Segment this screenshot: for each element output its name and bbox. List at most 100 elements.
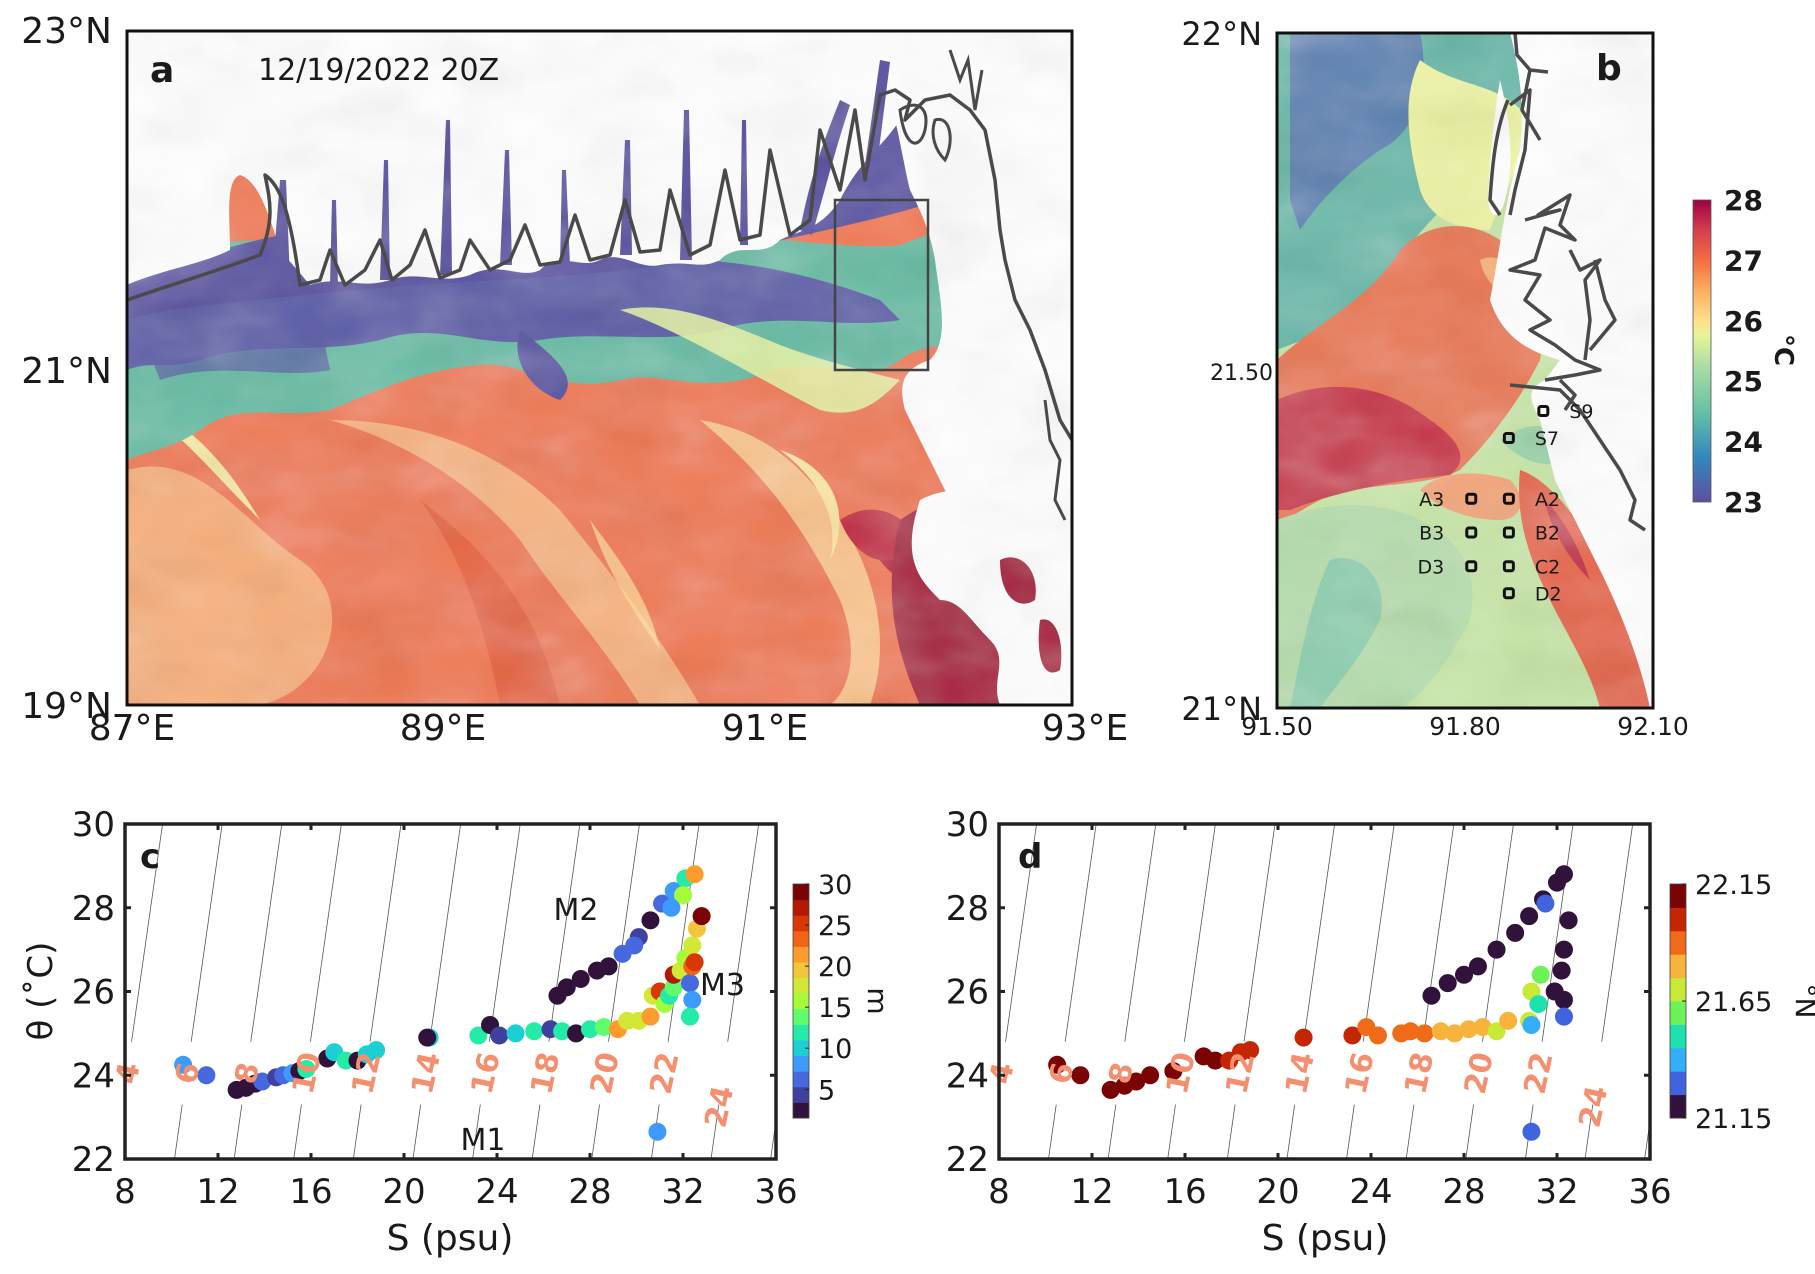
- ytick-label: 19°N: [21, 686, 112, 727]
- station-label: A2: [1535, 489, 1560, 511]
- isopycnal-label: 24: [698, 1083, 741, 1131]
- scatter-point: [1048, 1055, 1067, 1074]
- station-marker: [1537, 405, 1550, 417]
- colorbar-bin: [793, 915, 809, 932]
- isopycnal-line: [608, 824, 640, 1042]
- scatter-point: [418, 1028, 437, 1047]
- colorbar-bin: [793, 884, 809, 901]
- scatter-point: [1343, 1026, 1362, 1045]
- isopycnal-label: 16: [1339, 1049, 1382, 1097]
- colorbar-depth: 5 10 15 20 25 30: [792, 870, 852, 1119]
- ytick-label: 23°N: [21, 11, 112, 52]
- xtick-label: 32: [1535, 1172, 1578, 1212]
- isopycnal-line: [1362, 824, 1395, 1042]
- colorbar-depth-label: m: [861, 987, 894, 1014]
- scatter-point: [599, 957, 618, 976]
- scatter-point: [1206, 1051, 1225, 1070]
- xtick-label: 8: [988, 1172, 1010, 1212]
- scatter-point: [297, 1059, 316, 1078]
- annotations-c: M1 M2 M3: [461, 893, 745, 1158]
- isopycnal-line: [369, 824, 402, 1042]
- isopycnal-line: [1465, 1104, 1474, 1159]
- station-label: D3: [1418, 556, 1445, 578]
- isopycnal-label: 12: [345, 1049, 388, 1097]
- colorbar-bin: [793, 930, 809, 947]
- isopycnal-label: 14: [405, 1049, 448, 1097]
- scatter-point: [1241, 1041, 1260, 1060]
- station-marker: [1502, 587, 1515, 600]
- scatter-point: [1422, 986, 1441, 1005]
- xtick-label: 89°E: [400, 708, 487, 749]
- xtick-label: 91°E: [722, 708, 809, 749]
- annotation-label: M3: [700, 968, 745, 1003]
- isopycnal-label: 24: [1572, 1083, 1615, 1131]
- colorbar-bin: [1670, 1094, 1686, 1119]
- ytick-label: 30: [946, 805, 989, 845]
- colorbar-bin: [1670, 907, 1686, 932]
- scatter-point: [1415, 1024, 1434, 1043]
- isopycnal-line: [0, 1105, 3, 1159]
- scatter-point: [174, 1055, 193, 1074]
- isopycnals-d: [1005, 824, 1650, 1159]
- scatter-point: [253, 1072, 272, 1091]
- colorbar-outline: [792, 883, 810, 1119]
- coastline-b: [1488, 33, 1646, 532]
- panel-b-xticks: 91.50 91.80 92.10: [1241, 712, 1689, 741]
- annotation-label: M2: [554, 893, 599, 928]
- isopycnal-line: [1005, 824, 1037, 1042]
- colorbar-tick-label: 30: [818, 870, 852, 901]
- isopycnal-line: [131, 824, 163, 1042]
- isopycnal-line: [1482, 824, 1514, 1042]
- isopycnal-line: [233, 1104, 243, 1159]
- colorbar-sst-gradient: [1692, 199, 1712, 503]
- station-label: C2: [1535, 556, 1560, 578]
- scatter-point: [641, 1007, 660, 1026]
- isopycnal-line: [412, 1104, 422, 1159]
- scatter-point: [685, 953, 704, 972]
- coastline-a: [127, 88, 1072, 441]
- scatter-point: [571, 969, 590, 988]
- isopycnal-line: [1226, 1104, 1236, 1159]
- isopycnal-line: [1303, 824, 1336, 1042]
- scatter-point: [581, 1020, 599, 1039]
- scatter-point: [1487, 940, 1506, 959]
- isopycnal-line: [1243, 824, 1276, 1042]
- colorbar-tick-label: 15: [818, 993, 852, 1024]
- xtick-label: 16: [1163, 1172, 1206, 1212]
- isopycnal-label: 20: [1458, 1049, 1501, 1097]
- panel-a-letter: a: [150, 50, 174, 91]
- xtick-label: 91.80: [1429, 712, 1501, 741]
- station-marker: [1502, 526, 1515, 539]
- panel-d-letter: d: [1018, 837, 1042, 877]
- scatter-point: [1101, 1080, 1120, 1099]
- isopycnal-line: [115, 1105, 123, 1159]
- colorbar-bin: [1670, 930, 1686, 955]
- scatter-point: [197, 1066, 216, 1085]
- station-marker: [1465, 492, 1478, 505]
- colorbar-bin: [793, 1071, 809, 1088]
- scatter-point: [1520, 907, 1539, 926]
- scatter-point: [1554, 990, 1573, 1009]
- sst-field-a: [127, 31, 1072, 705]
- xtick-label: 36: [754, 1172, 797, 1212]
- colorbar-bin: [1670, 977, 1686, 1002]
- xtick-label: 36: [1628, 1172, 1671, 1212]
- isopycnal-line: [352, 1104, 362, 1159]
- ytick-label: 28: [72, 889, 115, 929]
- ytick-label: 22°N: [1181, 15, 1262, 53]
- xtick-label: 20: [382, 1172, 425, 1212]
- scatter-point: [1554, 940, 1573, 959]
- colorbar-bin: [1670, 1047, 1686, 1072]
- isopycnal-label: 20: [584, 1049, 627, 1097]
- scatter-point: [625, 936, 644, 955]
- ytick-label: 22: [946, 1140, 989, 1180]
- isopycnal-label: 18: [524, 1049, 567, 1097]
- isopycnal-line: [1184, 824, 1216, 1042]
- colorbar-bin: [793, 1024, 809, 1041]
- scatter-point: [674, 886, 692, 905]
- scatter-point: [1431, 1022, 1450, 1041]
- isopycnal-line: [1422, 824, 1455, 1042]
- colorbar-bin: [793, 899, 809, 916]
